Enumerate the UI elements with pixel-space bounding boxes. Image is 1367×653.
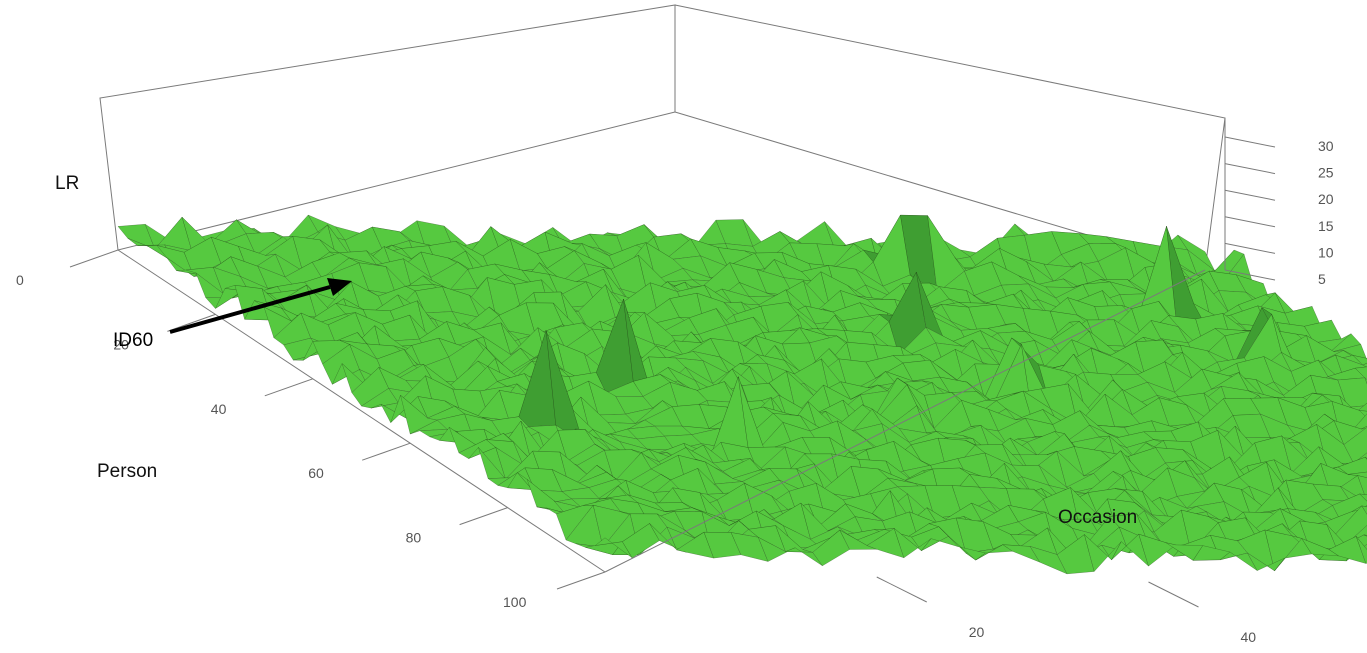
plot-box-back-edges [99, 4, 1226, 271]
surface-cell [1363, 534, 1367, 537]
box-right-wall [674, 4, 1226, 271]
surface-cell [1365, 457, 1367, 460]
person-tick-mark [459, 507, 508, 526]
person-tick-label: 40 [211, 401, 227, 417]
lr-tick-label: 25 [1318, 165, 1334, 181]
person-tick-label: 80 [406, 530, 422, 546]
occasion-axis-title: Occasion [1058, 507, 1137, 528]
surface-cell [1343, 427, 1367, 464]
surface-cell [1337, 456, 1367, 475]
person-tick-mark [362, 442, 411, 461]
surface-cell [1354, 366, 1367, 380]
lr-tick-mark [1224, 269, 1276, 281]
surface-cell [1364, 377, 1367, 385]
surface-cell [1333, 344, 1367, 367]
surface-cell [1356, 536, 1367, 564]
plot-box-front-edges [117, 249, 1206, 573]
lr-tick-mark [1224, 242, 1276, 254]
lr-tick-label: 5 [1318, 271, 1326, 287]
occasion-tick-mark [876, 576, 927, 603]
surface-cell [1359, 493, 1367, 502]
surface-cell [1337, 377, 1367, 408]
annotation-label: ID60 [113, 330, 153, 351]
surface-cell [1362, 362, 1367, 368]
lr-tick-mark [1224, 163, 1276, 175]
occasion-tick-label: 20 [969, 624, 985, 640]
box-left-wall [99, 4, 676, 251]
lr-tick-label: 30 [1318, 138, 1334, 154]
occasion-tick-mark [1148, 581, 1199, 608]
person-tick-mark [69, 249, 119, 268]
surface-cell [1347, 471, 1367, 478]
lr-tick-label: 10 [1318, 244, 1334, 260]
person-tick-mark [556, 571, 606, 590]
id60-annotation: ID60 [113, 278, 352, 351]
lr-tick-label: 20 [1318, 191, 1334, 207]
annotation-arrow-line [169, 285, 331, 334]
occasion-tick-label: 40 [1241, 629, 1257, 645]
lr-tick-mark [1224, 216, 1276, 228]
person-tick-mark [264, 378, 313, 397]
surface-cell [1361, 505, 1367, 515]
lr-axis-title: LR [55, 173, 79, 194]
person-axis-title: Person [97, 461, 157, 482]
lr-tick-label: 15 [1318, 218, 1334, 234]
person-tick-label: 60 [308, 465, 324, 481]
box-front-edge-left [117, 249, 606, 573]
surface-cell [1333, 420, 1367, 445]
person-tick-label: 0 [16, 272, 24, 288]
lr-surface [117, 214, 1367, 575]
lr-tick-mark [1224, 136, 1276, 148]
lr-axis-ticks: 5 10 15 20 25 30 [1224, 118, 1334, 287]
person-tick-label: 100 [503, 594, 527, 610]
annotation-arrowhead [327, 278, 352, 296]
person-tick-label: 20 [113, 336, 129, 352]
box-back-floor-edge-left [117, 111, 676, 251]
person-axis-ticks: 0 20 40 60 80 100 [16, 249, 606, 610]
surface-cell [1352, 355, 1367, 366]
lr-tick-mark [1224, 189, 1276, 201]
surface-cell [1358, 410, 1367, 419]
box-front-edge-right [604, 269, 1206, 573]
